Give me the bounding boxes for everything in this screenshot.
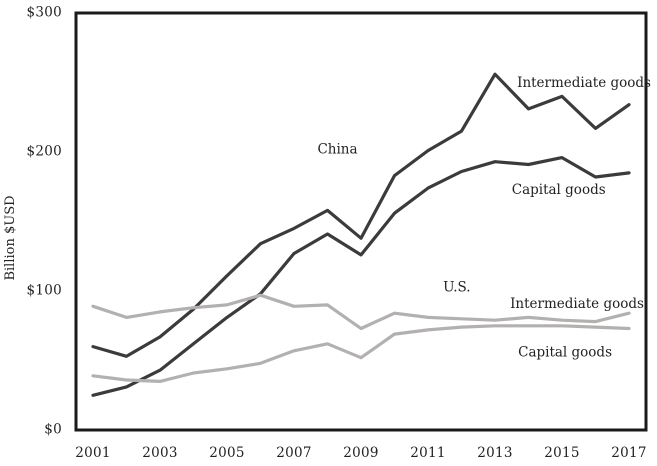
series-line-u-s-intermediate-goods	[91, 293, 631, 331]
series-line-u-s-capital-goods	[91, 324, 631, 383]
y-axis-tick-label: $300	[26, 5, 62, 21]
y-axis-tick-label: $100	[26, 283, 62, 299]
series-group	[91, 72, 631, 397]
annotation-label-china: China	[317, 142, 357, 158]
x-axis-tick-label: 2007	[276, 445, 312, 461]
x-axis-tick-label: 2015	[544, 445, 580, 461]
x-axis-tick-label: 2005	[209, 445, 245, 461]
series-line-china-intermediate-goods	[91, 72, 631, 358]
x-axis-tick-label: 2003	[142, 445, 178, 461]
x-axis-tick-label: 2013	[477, 445, 513, 461]
annotations-group: China Intermediate goods Capital goods U.S.…	[317, 75, 651, 361]
x-axis-tick-label: 2001	[75, 445, 111, 461]
y-axis-tick-label: $200	[26, 144, 62, 160]
series-line-china-capital-goods	[91, 156, 631, 397]
annotation-label-capital-goods: Capital goods	[512, 182, 606, 198]
plot-border	[74, 11, 648, 432]
annotation-label-intermediate-goods: Intermediate goods	[510, 296, 644, 312]
y-axis-tick-label: $0	[44, 422, 62, 438]
x-axis-tick-label: 2009	[343, 445, 379, 461]
x-axis-tick-label: 2011	[410, 445, 446, 461]
y-axis-title: Billion $USD	[3, 195, 18, 280]
x-axis-tick-label: 2017	[611, 445, 647, 461]
axes-group: $0 $100 $200 $300 2001 2003 2005 2007 2009 2011 20…	[3, 5, 648, 461]
annotation-label-intermediate-goods: Intermediate goods	[517, 75, 651, 91]
annotation-label-capital-goods: Capital goods	[518, 345, 612, 361]
annotation-label-u-s: U.S.	[443, 279, 471, 295]
